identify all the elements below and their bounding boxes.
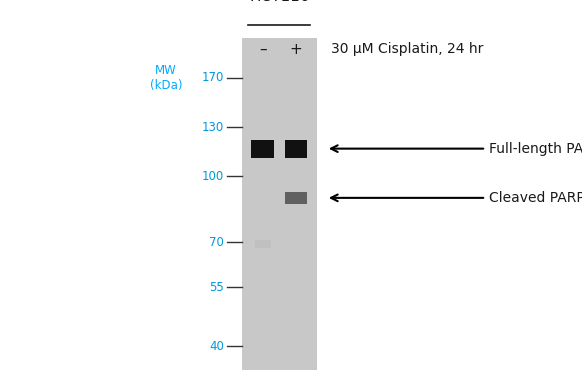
- Text: +: +: [290, 42, 303, 57]
- Text: 40: 40: [209, 340, 224, 353]
- Bar: [285, 139, 307, 158]
- Text: 30 μM Cisplatin, 24 hr: 30 μM Cisplatin, 24 hr: [331, 42, 483, 56]
- Text: 130: 130: [202, 121, 224, 134]
- Text: HCT116: HCT116: [249, 0, 310, 4]
- Text: 100: 100: [202, 170, 224, 183]
- Text: 55: 55: [210, 281, 224, 294]
- Text: 70: 70: [209, 236, 224, 249]
- Text: Cleaved PARP: Cleaved PARP: [331, 191, 582, 205]
- Text: 170: 170: [202, 71, 224, 84]
- Bar: [255, 240, 271, 248]
- Text: Full-length PARP: Full-length PARP: [331, 142, 582, 156]
- Text: –: –: [259, 42, 267, 57]
- Text: MW
(kDa): MW (kDa): [150, 64, 182, 92]
- Bar: [285, 192, 307, 204]
- Bar: [251, 139, 274, 158]
